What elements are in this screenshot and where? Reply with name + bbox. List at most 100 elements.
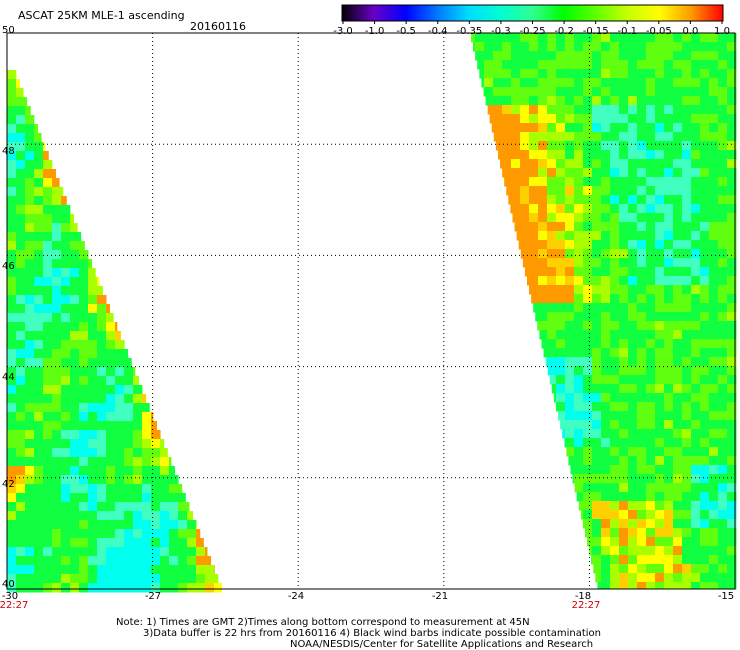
east-swath-cell xyxy=(646,114,656,124)
east-swath-cell xyxy=(655,465,665,475)
east-swath-cell xyxy=(538,186,548,196)
east-swath-cell xyxy=(682,573,692,583)
west-swath-cell xyxy=(160,574,170,584)
east-swath-cell xyxy=(601,312,611,322)
east-swath-cell xyxy=(547,366,557,376)
east-swath-cell xyxy=(682,312,692,322)
west-swath-cell xyxy=(151,430,161,440)
east-swath-cell xyxy=(673,582,683,590)
east-swath-cell xyxy=(664,69,674,79)
east-swath-cell xyxy=(646,537,656,547)
east-swath-cell xyxy=(592,339,602,349)
east-swath-cell xyxy=(727,78,737,88)
east-swath-cell xyxy=(673,60,683,70)
west-swath-cell xyxy=(88,340,98,350)
east-swath-cell xyxy=(664,420,674,430)
east-swath-cell xyxy=(646,123,656,133)
east-swath-cell xyxy=(628,96,638,106)
west-swath-cell xyxy=(7,241,17,251)
east-swath-cell xyxy=(610,150,620,160)
east-swath-cell xyxy=(691,474,701,484)
west-swath-cell xyxy=(7,574,17,584)
east-swath-cell xyxy=(565,384,575,394)
west-swath-cell xyxy=(169,493,179,503)
east-swath-cell xyxy=(691,150,701,160)
west-swath-cell xyxy=(16,502,26,512)
east-swath-cell xyxy=(583,429,593,439)
west-swath-cell xyxy=(43,475,53,485)
east-swath-cell xyxy=(610,240,620,250)
west-swath-cell xyxy=(61,214,71,224)
east-swath-cell xyxy=(727,321,737,331)
east-swath-cell xyxy=(592,78,602,88)
west-swath-cell xyxy=(16,205,26,215)
east-swath-cell xyxy=(520,150,530,160)
east-swath-cell xyxy=(709,258,719,268)
east-swath-cell xyxy=(628,222,638,232)
east-swath-cell xyxy=(583,384,593,394)
east-swath-cell xyxy=(574,141,584,151)
west-swath-cell xyxy=(115,322,118,332)
east-swath-cell xyxy=(538,204,548,214)
west-swath-cell xyxy=(88,520,98,530)
east-swath-cell xyxy=(570,465,575,475)
west-swath-cell xyxy=(133,466,143,476)
west-swath-cell xyxy=(97,430,107,440)
east-swath-cell xyxy=(637,204,647,214)
west-swath-cell xyxy=(187,511,194,521)
east-swath-cell xyxy=(619,357,629,367)
east-swath-cell xyxy=(484,69,494,79)
east-swath-cell xyxy=(556,204,566,214)
east-swath-cell xyxy=(601,240,611,250)
east-swath-cell xyxy=(592,429,602,439)
west-swath-cell xyxy=(115,493,125,503)
west-swath-cell xyxy=(16,439,26,449)
east-swath-cell xyxy=(601,204,611,214)
east-swath-cell xyxy=(619,78,629,88)
east-swath-cell xyxy=(601,384,611,394)
east-swath-cell xyxy=(565,168,575,178)
east-swath-cell xyxy=(601,321,611,331)
west-swath-cell xyxy=(133,412,143,422)
west-swath-cell xyxy=(79,421,89,431)
east-swath-cell xyxy=(673,42,683,52)
east-swath-cell xyxy=(691,303,701,313)
east-swath-cell xyxy=(727,267,737,277)
east-swath-cell xyxy=(619,420,629,430)
east-swath-cell xyxy=(592,330,602,340)
east-swath-cell xyxy=(475,51,485,61)
west-swath-cell xyxy=(133,367,136,377)
west-swath-cell xyxy=(43,538,53,548)
east-swath-cell xyxy=(511,168,521,178)
east-swath-cell xyxy=(673,564,683,574)
west-swath-cell xyxy=(88,331,98,341)
lat-label-50: 50 xyxy=(2,25,15,36)
east-swath-cell xyxy=(619,87,629,97)
east-swath-cell xyxy=(628,357,638,367)
east-swath-cell xyxy=(700,276,710,286)
east-swath-cell xyxy=(682,240,692,250)
east-swath-cell xyxy=(502,150,512,160)
east-swath-cell xyxy=(547,33,557,43)
west-swath-cell xyxy=(25,160,35,170)
east-swath-cell xyxy=(655,78,665,88)
east-swath-cell xyxy=(508,195,512,205)
east-swath-cell xyxy=(709,312,719,322)
west-swath-cell xyxy=(79,250,89,260)
east-swath-cell xyxy=(574,294,584,304)
east-swath-cell xyxy=(553,393,557,403)
east-swath-cell xyxy=(592,483,602,493)
west-swath-cell xyxy=(70,304,80,314)
west-swath-cell xyxy=(61,439,71,449)
east-swath-cell xyxy=(700,294,710,304)
west-swath-cell xyxy=(79,403,89,413)
west-swath-cell xyxy=(43,223,53,233)
east-swath-cell xyxy=(485,96,494,106)
west-swath-cell xyxy=(25,295,35,305)
east-swath-cell xyxy=(565,339,575,349)
swath-time-label-east: 22:27 xyxy=(571,600,601,611)
east-swath-cell xyxy=(646,492,656,502)
west-swath-cell xyxy=(25,97,28,107)
east-swath-cell xyxy=(646,456,656,466)
west-swath-cell xyxy=(61,277,71,287)
